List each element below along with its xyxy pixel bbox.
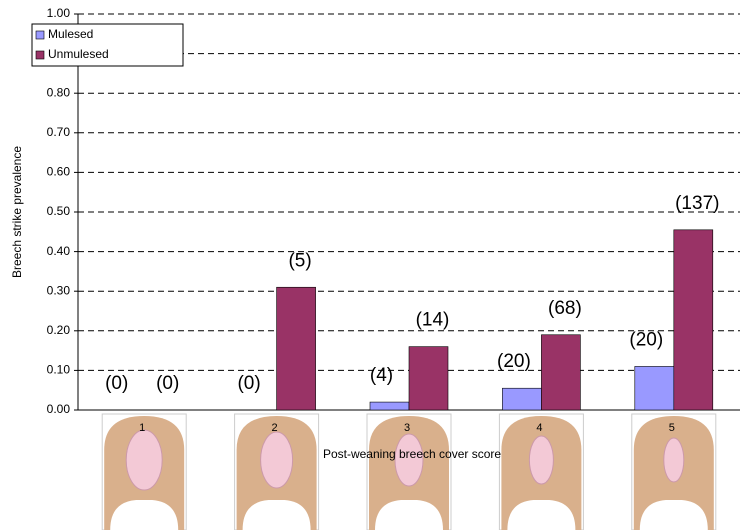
x-tick-label: 1 [139, 422, 145, 434]
bar [673, 229, 714, 411]
y-tick-label: 0.50 [47, 204, 71, 218]
bar [541, 334, 581, 411]
bar [502, 387, 542, 411]
legend-label: Unmulesed [48, 47, 109, 61]
bar [634, 366, 675, 411]
y-tick-label: 1.00 [47, 6, 71, 20]
breech-illustration [366, 413, 452, 530]
y-tick-label: 0.80 [47, 85, 71, 99]
x-tick-label: 4 [536, 422, 542, 434]
data-annotation: (68) [548, 298, 582, 319]
data-annotation: (0) [105, 373, 128, 394]
breech-illustration [498, 413, 584, 530]
wool [507, 500, 576, 530]
y-tick-label: 0.30 [47, 283, 71, 297]
data-annotation: (137) [675, 193, 719, 214]
y-axis-label: Breech strike prevalence [10, 146, 24, 278]
data-annotation: (0) [237, 373, 260, 394]
legend-swatch [35, 50, 45, 60]
wool [110, 500, 179, 530]
y-tick-label: 0.70 [47, 125, 71, 139]
x-tick-label: 5 [669, 422, 675, 434]
y-tick-label: 0.10 [47, 363, 71, 377]
x-axis-label: Post-weaning breech cover score [323, 447, 501, 461]
bar [369, 401, 410, 411]
breech-skin [663, 437, 685, 483]
y-tick-label: 0.40 [47, 244, 71, 258]
y-tick-label: 0.20 [47, 323, 71, 337]
x-tick-label: 3 [404, 422, 410, 434]
breech-skin [260, 431, 294, 489]
breech-skin [125, 429, 163, 491]
data-annotation: (20) [629, 329, 663, 350]
bar [276, 286, 316, 411]
data-annotation: (0) [156, 373, 179, 394]
legend-box [31, 23, 184, 67]
data-annotation: (5) [288, 250, 311, 271]
breech-illustration [234, 413, 320, 530]
x-tick-label: 2 [272, 422, 278, 434]
y-tick-label: 0.60 [47, 165, 71, 179]
breech-illustration [101, 413, 187, 530]
legend-label: Mulesed [48, 27, 93, 41]
data-annotation: (20) [497, 351, 531, 372]
bar [408, 346, 449, 411]
y-tick-label: 0.00 [47, 402, 71, 416]
breech-skin [528, 435, 554, 485]
wool [639, 500, 708, 530]
legend-swatch [35, 30, 45, 40]
data-annotation: (4) [370, 365, 393, 386]
breech-illustration [631, 413, 717, 530]
wool [242, 500, 311, 530]
data-annotation: (14) [416, 310, 450, 331]
breech-skin [394, 433, 424, 487]
wool [375, 500, 443, 530]
